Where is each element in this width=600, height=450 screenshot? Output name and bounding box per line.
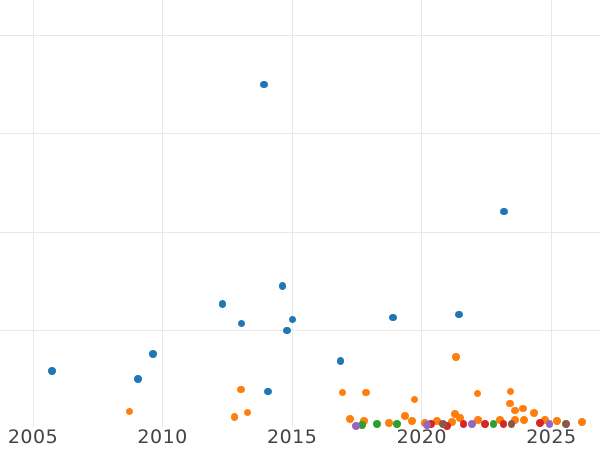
data-point-blue — [264, 387, 272, 396]
x-tick-label: 2020 — [396, 426, 447, 448]
data-point-orange — [496, 416, 504, 424]
data-point-blue — [237, 319, 246, 328]
data-point-orange — [541, 416, 549, 424]
data-point-orange — [530, 409, 538, 417]
data-point-orange — [448, 418, 456, 426]
data-point-purple — [545, 420, 554, 428]
gridline-x — [291, 0, 293, 427]
x-tick-label: 2005 — [7, 426, 59, 448]
data-point-orange — [338, 388, 347, 397]
data-point-purple — [423, 421, 431, 429]
data-point-orange — [243, 408, 252, 416]
data-point-orange — [553, 417, 561, 425]
data-point-orange — [408, 417, 416, 425]
data-point-red — [427, 420, 435, 428]
gridline-y — [0, 330, 600, 331]
data-point-purple — [352, 422, 360, 430]
data-point-blue — [134, 375, 142, 383]
data-point-green — [358, 421, 366, 429]
data-point-green — [393, 420, 401, 428]
data-point-brown — [439, 420, 447, 428]
data-point-blue — [288, 315, 297, 324]
gridline-y — [0, 231, 600, 233]
gridline-x — [162, 0, 164, 427]
data-point-orange — [451, 410, 459, 418]
x-tick-label: 2010 — [137, 426, 188, 448]
data-point-orange — [519, 404, 527, 413]
data-point-blue — [500, 207, 508, 216]
data-point-orange — [578, 418, 586, 426]
data-point-orange — [433, 417, 441, 425]
data-point-orange — [511, 406, 519, 415]
data-point-red — [481, 420, 489, 428]
data-point-blue — [48, 367, 56, 375]
data-point-red — [499, 420, 508, 428]
data-point-blue — [455, 310, 463, 319]
data-point-blue — [278, 282, 287, 290]
data-point-orange — [506, 387, 515, 396]
data-point-brown — [562, 420, 570, 428]
data-point-green — [373, 420, 381, 428]
gridline-x — [32, 0, 34, 427]
data-point-blue — [336, 357, 345, 365]
x-tick-label: 2015 — [267, 426, 318, 448]
data-point-green — [489, 420, 498, 428]
data-point-orange — [456, 414, 464, 422]
data-point-orange — [511, 416, 519, 424]
data-point-red — [536, 419, 544, 427]
data-point-purple — [468, 420, 476, 428]
x-tick-label: 2025 — [526, 426, 577, 448]
data-point-orange — [385, 419, 393, 427]
gridline-x — [550, 0, 552, 427]
data-point-orange — [230, 413, 239, 421]
data-point-orange — [362, 388, 370, 397]
data-point-blue — [260, 80, 268, 88]
data-point-orange — [346, 415, 354, 423]
data-point-orange — [360, 417, 368, 425]
data-point-blue — [218, 300, 227, 308]
gridline-y — [0, 34, 600, 36]
data-point-orange — [237, 385, 245, 394]
data-point-orange — [506, 399, 514, 408]
data-point-orange — [452, 353, 460, 361]
data-point-orange — [401, 412, 409, 420]
data-point-orange — [125, 407, 134, 416]
data-point-brown — [507, 420, 516, 428]
data-point-orange — [520, 416, 528, 424]
gridline-x — [421, 0, 423, 427]
data-point-blue — [283, 326, 291, 335]
gridline-y — [0, 133, 600, 134]
data-point-orange — [474, 416, 482, 424]
data-point-red — [443, 422, 451, 430]
data-point-blue — [149, 350, 157, 358]
data-point-blue — [389, 313, 397, 322]
data-point-orange — [473, 389, 482, 398]
data-point-red — [459, 420, 468, 428]
data-point-orange — [410, 395, 419, 404]
